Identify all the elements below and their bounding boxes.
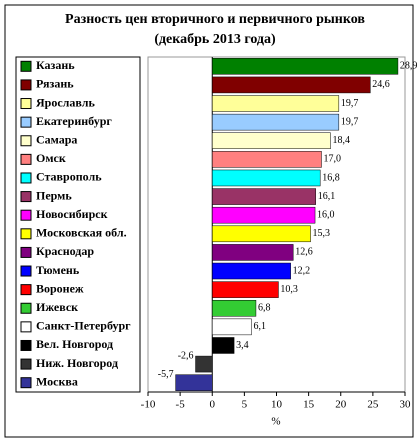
bar (212, 281, 279, 298)
bar (212, 318, 252, 336)
x-tick-label: 30 (400, 399, 412, 411)
value-label: 19,7 (341, 98, 359, 109)
x-tick-label: 5 (242, 399, 248, 411)
legend-label: Омск (36, 151, 66, 165)
x-tick-label: -5 (176, 399, 186, 411)
legend-label: Ижевск (36, 300, 78, 314)
x-tick-label: 0 (210, 399, 216, 411)
legend-label: Санкт-Петербург (36, 319, 131, 333)
value-label: 18,4 (332, 135, 350, 146)
value-label: 6,1 (253, 321, 266, 332)
legend-swatch (20, 209, 32, 221)
legend-label: Новосибирск (36, 207, 108, 221)
legend-label: Ниж. Новгород (36, 356, 118, 370)
legend-swatch (20, 228, 32, 240)
legend-label: Казань (36, 58, 75, 72)
value-label: 24,6 (372, 79, 390, 90)
value-label: -5,7 (158, 369, 174, 380)
bar (212, 76, 371, 94)
x-tick-label: 25 (367, 399, 379, 411)
bar (212, 225, 311, 243)
value-label: 16,0 (317, 209, 335, 220)
chart-title: Разность цен вторичного и первичного рын… (65, 12, 365, 27)
legend-swatch (20, 60, 32, 72)
legend-swatch (20, 321, 32, 333)
value-label: 17,0 (323, 154, 341, 165)
x-tick-label: 15 (303, 399, 315, 411)
bar (195, 355, 213, 373)
legend-label: Рязань (36, 77, 74, 91)
value-label: 19,7 (341, 116, 359, 127)
legend-swatch (20, 284, 32, 296)
legend-label: Москва (36, 374, 78, 388)
x-tick-label: 10 (271, 399, 283, 411)
bar (212, 151, 322, 168)
x-axis-label: % (271, 416, 280, 428)
legend-label: Воронеж (36, 281, 84, 295)
legend-swatch (20, 339, 32, 351)
legend-swatch (20, 153, 32, 165)
value-label: 12,6 (295, 247, 313, 258)
bar (175, 374, 213, 391)
value-label: 6,8 (258, 303, 271, 314)
value-label: 12,2 (293, 265, 311, 276)
legend-swatch (20, 377, 32, 389)
bar (212, 132, 331, 149)
plot-area (147, 56, 406, 393)
legend-swatch (20, 172, 32, 184)
bar (212, 262, 291, 280)
bar (212, 300, 257, 317)
legend-swatch (20, 246, 32, 258)
legend-swatch (20, 302, 32, 314)
legend-label: Ярославль (36, 95, 95, 109)
legend-label: Тюмень (36, 263, 80, 277)
bar (212, 169, 321, 187)
legend-label: Самара (36, 133, 77, 147)
legend-swatch (20, 79, 32, 91)
bar (212, 244, 294, 261)
bar (212, 95, 340, 112)
x-tick-label: 20 (335, 399, 347, 411)
bar (212, 113, 340, 131)
bar (212, 337, 235, 354)
legend-label: Вел. Новгород (36, 337, 113, 351)
chart-subtitle: (декабрь 2013 года) (154, 32, 276, 47)
value-label: 16,1 (318, 191, 336, 202)
legend-label: Екатеринбург (36, 114, 112, 128)
bar (212, 58, 399, 75)
bar (212, 188, 316, 205)
legend-swatch (20, 265, 32, 277)
value-label: 28,9 (400, 61, 418, 72)
value-label: -2,6 (178, 350, 194, 361)
legend-swatch (20, 135, 32, 147)
legend-swatch (20, 116, 32, 128)
value-label: 16,8 (322, 172, 340, 183)
legend-label: Краснодар (36, 244, 94, 258)
x-tick-label: -10 (141, 399, 156, 411)
legend-label: Пермь (36, 188, 72, 202)
bar (212, 206, 316, 224)
value-label: 10,3 (280, 284, 298, 295)
value-label: 3,4 (236, 340, 249, 351)
legend-box (15, 56, 141, 393)
value-label: 15,3 (313, 228, 331, 239)
legend-label: Московская обл. (36, 226, 127, 240)
legend-swatch (20, 358, 32, 370)
legend-swatch (20, 98, 32, 110)
legend-swatch (20, 191, 32, 203)
legend-label: Ставрополь (36, 170, 102, 184)
